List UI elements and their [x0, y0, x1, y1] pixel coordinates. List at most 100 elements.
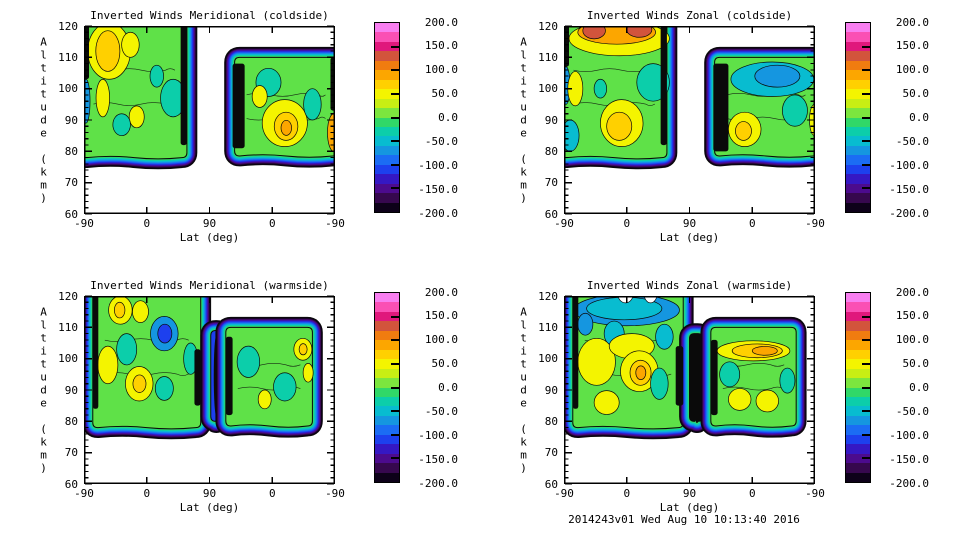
y-tick-label: 60 [544, 207, 558, 221]
plot-border [84, 296, 335, 484]
colorbar-band [846, 174, 870, 184]
colorbar-tick-label: -200.0 [889, 476, 929, 490]
y-tick-label: 100 [538, 352, 558, 366]
colorbar-labels: 200.0 150.0 100.0 50.0 0.0 -50.0 -100.0 -150.0 -… [404, 17, 459, 219]
colorbar-band [846, 444, 870, 454]
colorbar-tick [391, 45, 399, 48]
colorbar-tick-label: -150.0 [418, 182, 458, 196]
y-tick-label: 60 [64, 477, 78, 491]
colorbar-band [375, 302, 399, 312]
colorbar-band [846, 145, 870, 156]
y-tick-label: 80 [544, 414, 558, 428]
y-tick-label: 120 [538, 19, 558, 33]
contour-patch-teal [782, 94, 808, 127]
colorbar-band [375, 311, 399, 322]
colorbar-band [375, 434, 399, 445]
y-tick-label: 60 [544, 477, 558, 491]
x-axis-label: Lat (deg) [659, 231, 720, 244]
colorbar-band [846, 89, 870, 99]
panel-title: Inverted Winds Meridional (coldside) [90, 9, 329, 22]
x-tick-label: -90 [74, 487, 94, 500]
contour-patch-teal [593, 78, 608, 99]
colorbar-labels: 200.0 150.0 100.0 50.0 0.0 -50.0 -100.0 -150.0 -… [875, 287, 929, 489]
colorbar-band [375, 193, 399, 203]
colorbar-tick-label: 150.0 [895, 39, 929, 53]
x-tick-label: 0 [143, 217, 151, 230]
colorbar [374, 22, 400, 213]
contour-dense-region [675, 346, 684, 406]
panel-meridional-warmside: Inverted Winds Meridional (warmside) Alt… [37, 279, 345, 514]
contour-patch-orange [280, 119, 292, 136]
colorbar-band [846, 41, 870, 52]
contour-patch-amber [114, 301, 126, 319]
contour-dense-region [92, 296, 99, 409]
x-tick-label: 0 [623, 217, 631, 230]
colorbar-tick-label: 50.0 [431, 87, 459, 101]
colorbar-tick-label: -100.0 [418, 428, 458, 442]
plot-border [564, 296, 815, 484]
colorbar-band [846, 79, 870, 90]
y-tick-label: 110 [538, 50, 558, 64]
colorbar-tick-label: 100.0 [895, 333, 929, 347]
contour-dense-region [194, 349, 201, 406]
colorbar-tick [862, 187, 870, 190]
colorbar-band [846, 117, 870, 127]
contour-patch-yellow [97, 345, 119, 385]
y-tick-label: 80 [64, 414, 78, 428]
x-tick-label: 90 [682, 217, 697, 230]
y-tick-label: 120 [58, 19, 78, 33]
colorbar-tick [391, 410, 399, 413]
x-tick-label: 0 [268, 217, 276, 230]
colorbar-tick [862, 362, 870, 365]
run-timestamp: 2014243v01 Wed Aug 10 10:13:40 2016 [568, 513, 800, 526]
x-tick-label: -90 [325, 487, 345, 500]
colorbar-band [375, 202, 399, 213]
contour-patch-amber [606, 111, 633, 141]
colorbar-band [375, 51, 399, 61]
colorbar-band [846, 155, 870, 165]
colorbar-tick-label: 200.0 [895, 285, 929, 299]
colorbar-band [846, 23, 870, 33]
y-tick-label: 120 [58, 289, 78, 303]
colorbar-band [846, 387, 870, 397]
contour-patch-amber [132, 374, 147, 393]
colorbar-tick [862, 386, 870, 389]
colorbar-band [375, 32, 399, 42]
panel-title: Inverted Winds Zonal (coldside) [586, 9, 793, 22]
colorbar-tick [391, 386, 399, 389]
colorbar-band [375, 396, 399, 407]
y-tick-label: 70 [64, 446, 78, 460]
contour-dense-region [660, 26, 667, 146]
colorbar-band [846, 396, 870, 407]
contour-dense-region [572, 296, 579, 409]
colorbar-labels: 200.0 150.0 100.0 50.0 0.0 -50.0 -100.0 -150.0 -… [404, 287, 458, 489]
x-axis-label: Lat (deg) [179, 501, 240, 514]
contour-patch-white [617, 296, 634, 304]
x-tick-label: 0 [143, 487, 151, 500]
y-tick-label: 90 [64, 383, 78, 397]
contour-patch-yellow [132, 300, 149, 323]
x-tick-label: -90 [74, 217, 94, 230]
panel-zonal-coldside: Inverted Winds Zonal (coldside) Altitude… [517, 9, 825, 244]
contour-patch-yellow [257, 389, 272, 410]
contour-plot-meridional-coldside [84, 25, 335, 215]
contour-patch-yellow [302, 363, 314, 383]
colorbar-band [846, 202, 870, 213]
colorbar-tick [391, 187, 399, 190]
colorbar [845, 292, 871, 483]
contour-patch-orange [635, 365, 647, 381]
colorbar-band [846, 136, 870, 146]
colorbar-tick-label: -50.0 [895, 404, 929, 418]
contour-patch-cyan [655, 323, 674, 350]
colorbar-band [375, 453, 399, 464]
colorbar-tick-label: 0.0 [909, 111, 929, 124]
colorbar-band [846, 378, 870, 388]
colorbar-tick [391, 163, 399, 166]
colorbar-band [375, 349, 399, 360]
contour-patch-brick [626, 26, 653, 38]
colorbar-tick [862, 410, 870, 413]
x-tick-label: -90 [805, 217, 825, 230]
contour-patch-teal [779, 367, 796, 394]
colorbar-band [375, 330, 399, 341]
